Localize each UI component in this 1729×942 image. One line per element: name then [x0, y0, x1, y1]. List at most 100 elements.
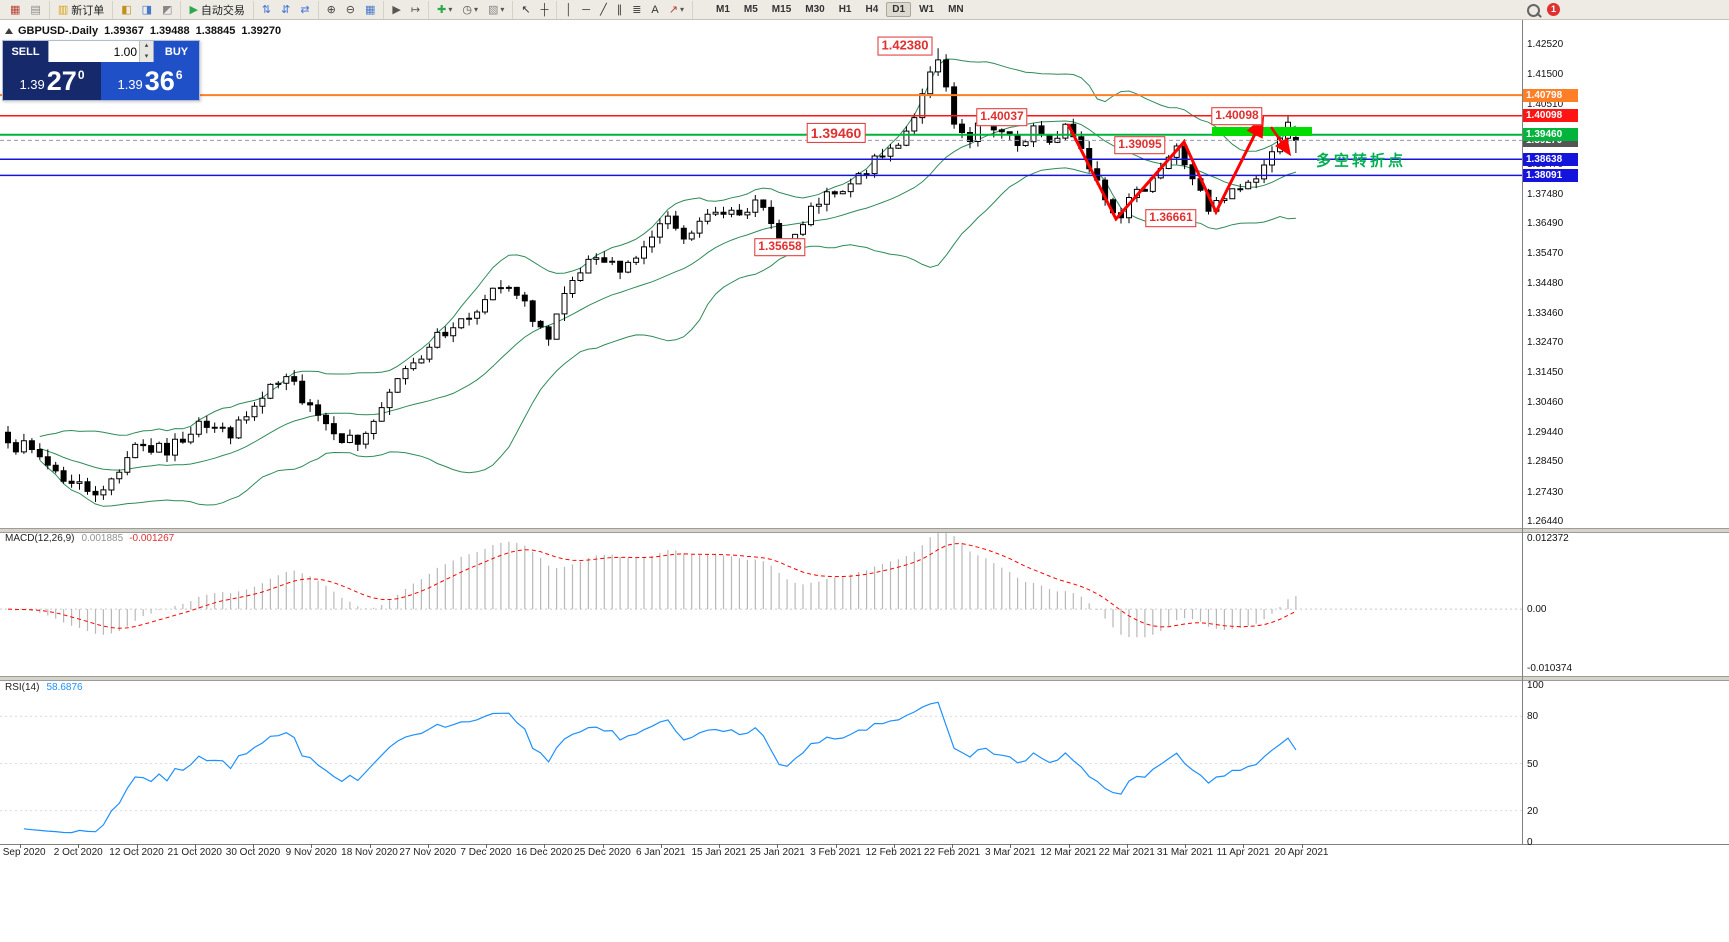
templates-icon: ▧: [487, 3, 499, 16]
zoom-in-button[interactable]: ⊕: [323, 1, 340, 19]
date-tick: [602, 844, 604, 848]
date-axis-label[interactable]: 25 Jan 2021: [749, 847, 805, 858]
price-annotation[interactable]: 1.40098: [1211, 107, 1263, 125]
date-axis-label[interactable]: 6 Jan 2021: [636, 847, 686, 858]
date-axis-label[interactable]: 21 Oct 2020: [167, 847, 222, 858]
fibonacci-button[interactable]: ≣: [628, 1, 645, 19]
price-chart-canvas[interactable]: [0, 20, 1522, 528]
price-axis-label: 1.41500: [1527, 69, 1564, 81]
date-axis-label[interactable]: 12 Feb 2021: [865, 847, 922, 858]
date-axis-label[interactable]: 16 Dec 2020: [515, 847, 573, 858]
market-watch-button[interactable]: ◧: [117, 1, 135, 19]
data-window-button[interactable]: ◨: [138, 1, 156, 19]
date-axis-label[interactable]: 20 Apr 2021: [1274, 847, 1329, 858]
date-axis-label[interactable]: 2 Oct 2020: [53, 847, 103, 858]
text-button[interactable]: A: [647, 1, 662, 19]
new-chart-button[interactable]: ▦: [6, 1, 24, 19]
navigator-button[interactable]: ◩: [158, 1, 176, 19]
timeframe-h4-button[interactable]: H4: [865, 4, 879, 15]
panel-separator[interactable]: [0, 528, 1729, 533]
market-watch-icon: ◧: [121, 3, 132, 16]
date-axis-label[interactable]: 25 Dec 2020: [574, 847, 631, 858]
date-axis-label[interactable]: 7 Dec 2020: [460, 847, 512, 858]
volume-input[interactable]: [49, 41, 139, 62]
caret-down-icon: ▾: [500, 5, 505, 14]
date-tick: [952, 844, 953, 848]
auto-scroll-button[interactable]: ▶: [388, 1, 404, 19]
chart-note-text[interactable]: 多空转折点: [1316, 152, 1407, 170]
rsi-scale-label: 0: [1527, 837, 1533, 848]
price-annotation[interactable]: 1.36661: [1145, 209, 1197, 227]
periods-button[interactable]: ◷ ▾: [458, 1, 482, 19]
rsi-panel-canvas[interactable]: [0, 679, 1522, 844]
time-axis-line: [0, 844, 1729, 845]
timeframe-m1-button[interactable]: M1: [715, 4, 730, 15]
date-axis-label[interactable]: 3 Sep 2020: [0, 847, 46, 858]
panel-separator[interactable]: [0, 676, 1729, 681]
date-axis-label[interactable]: 31 Mar 2021: [1156, 847, 1214, 858]
buy-price[interactable]: 1.39 36 6: [101, 62, 199, 100]
line-chart-button[interactable]: ⇄: [296, 1, 313, 19]
channel-button[interactable]: ∥: [613, 1, 627, 19]
volume-decrease-button[interactable]: ▾: [140, 51, 153, 62]
date-axis-label[interactable]: 15 Jan 2021: [691, 847, 747, 858]
date-axis-label[interactable]: 18 Nov 2020: [341, 847, 398, 858]
new-order-button[interactable]: ▥ 新订单: [54, 1, 108, 19]
zoom-out-button[interactable]: ⊖: [342, 1, 359, 19]
date-axis-label[interactable]: 9 Nov 2020: [285, 847, 337, 858]
autotrading-button[interactable]: ▶ 自动交易: [185, 1, 248, 19]
line-chart-icon: ⇄: [300, 3, 310, 16]
tile-windows-button[interactable]: ▦: [361, 1, 379, 19]
timeframe-m30-button[interactable]: M30: [805, 4, 825, 15]
templates-button[interactable]: ▧ ▾: [484, 1, 508, 19]
date-tick: [1243, 844, 1245, 848]
date-axis-label[interactable]: 3 Mar 2021: [984, 847, 1036, 858]
date-axis-label[interactable]: 30 Oct 2020: [225, 847, 281, 858]
high-value: 1.39488: [149, 25, 190, 37]
price-annotation[interactable]: 1.39460: [806, 122, 866, 144]
price-annotation[interactable]: 1.42380: [877, 36, 933, 56]
chart-shift-button[interactable]: ↦: [407, 1, 424, 19]
macd-panel-canvas[interactable]: [0, 531, 1522, 676]
sell-button[interactable]: SELL: [3, 41, 48, 62]
candlestick-chart-button[interactable]: ⇵: [277, 1, 294, 19]
indicators-button[interactable]: ✚ ▾: [433, 1, 456, 19]
crosshair-button[interactable]: ┼: [537, 1, 553, 19]
volume-increase-button[interactable]: ▴: [140, 41, 153, 52]
timeframe-mn-button[interactable]: MN: [948, 4, 964, 15]
open-value: 1.39367: [104, 25, 144, 37]
chart-profiles-button[interactable]: ▤: [26, 1, 44, 19]
date-axis-label[interactable]: 22 Mar 2021: [1098, 847, 1155, 858]
date-axis-label[interactable]: 12 Oct 2020: [109, 847, 164, 858]
notification-badge[interactable]: 1: [1547, 3, 1560, 16]
timeframe-d1-button[interactable]: D1: [886, 2, 912, 17]
date-axis-label[interactable]: 3 Feb 2021: [810, 847, 861, 858]
toolbar-group: ▦ ▤: [2, 0, 50, 19]
price-annotation[interactable]: 1.39095: [1114, 136, 1166, 154]
horizontal-line-button[interactable]: ─: [578, 1, 594, 19]
trendline-button[interactable]: ╱: [596, 1, 611, 19]
date-axis-label[interactable]: 11 Apr 2021: [1216, 847, 1270, 858]
date-axis-label[interactable]: 22 Feb 2021: [923, 847, 981, 858]
price-annotation[interactable]: 1.40037: [976, 108, 1028, 126]
timeframe-h1-button[interactable]: H1: [838, 4, 852, 15]
vertical-line-button[interactable]: │: [561, 1, 576, 19]
timeframe-m15-button[interactable]: M15: [771, 4, 792, 15]
bar-chart-icon: ⇅: [261, 3, 272, 16]
date-axis-label[interactable]: 12 Mar 2021: [1040, 847, 1097, 858]
price-axis-label: 1.36490: [1527, 217, 1564, 229]
close-value: 1.39270: [241, 25, 282, 37]
price-annotation[interactable]: 1.35658: [754, 238, 806, 256]
timeframe-w1-button[interactable]: W1: [919, 4, 935, 15]
price-axis-label: 1.29440: [1527, 427, 1564, 438]
search-icon[interactable]: [1527, 4, 1540, 17]
timeframe-m5-button[interactable]: M5: [743, 4, 758, 15]
cursor-button[interactable]: ↖: [517, 1, 534, 19]
buy-button[interactable]: BUY: [154, 41, 199, 62]
date-axis-label[interactable]: 27 Nov 2020: [399, 847, 457, 858]
collapse-icon[interactable]: [5, 28, 13, 34]
sell-price[interactable]: 1.39 27 0: [3, 62, 101, 100]
arrows-button[interactable]: ↗ ▾: [665, 1, 688, 19]
bar-chart-button[interactable]: ⇅: [258, 1, 275, 19]
symbol-ohlc-line: GBPUSD-.Daily 1.39367 1.39488 1.38845 1.…: [5, 25, 281, 37]
